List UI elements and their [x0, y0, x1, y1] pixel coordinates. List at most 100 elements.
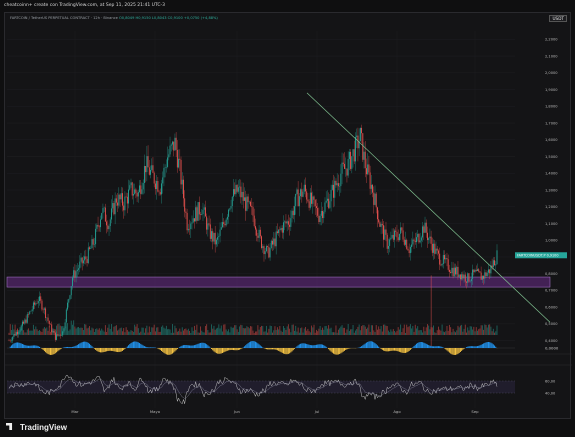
volume-bar: [336, 332, 338, 335]
volume-bar: [331, 332, 333, 335]
candle-body: [350, 151, 352, 169]
volume-bar: [378, 326, 380, 335]
price-tick-label: 1,7000: [545, 121, 558, 125]
candle-body: [257, 235, 259, 238]
volume-bar: [274, 326, 276, 335]
candle-body: [485, 272, 487, 277]
oscillator-bar: [222, 348, 223, 353]
oscillator-bar: [239, 348, 241, 350]
oscillator-bar: [290, 348, 292, 353]
oscillator-bar: [308, 344, 310, 348]
candle-body: [496, 250, 498, 265]
candle-body: [12, 337, 14, 341]
oscillator-bar: [315, 344, 317, 348]
oscillator-bar: [17, 342, 19, 348]
volume-bar: [408, 326, 410, 335]
volume-bar: [169, 329, 171, 335]
volume-bar: [78, 326, 79, 335]
oscillator-bar: [112, 348, 114, 352]
oscillator-bar: [73, 346, 75, 348]
rsi-tick-label: 60,00: [545, 379, 556, 383]
volume-bar: [436, 330, 438, 335]
volume-bar: [17, 329, 18, 335]
candle-body: [253, 215, 255, 227]
volume-bar: [234, 325, 236, 335]
oscillator-bar: [42, 348, 44, 350]
volume-bar: [362, 325, 364, 335]
volume-bar: [181, 327, 183, 335]
price-tick-label: 1,6000: [545, 138, 558, 142]
oscillator-bar: [182, 345, 184, 348]
volume-bar: [63, 330, 65, 335]
volume-bar: [75, 328, 77, 335]
candle-body: [151, 165, 153, 170]
volume-bar: [346, 329, 348, 335]
oscillator-bar: [328, 348, 330, 350]
volume-bar: [272, 332, 273, 335]
candle-body: [126, 196, 128, 204]
volume-bar: [279, 325, 281, 335]
oscillator-bar: [179, 346, 181, 348]
volume-bar: [469, 326, 471, 335]
candle-body: [113, 203, 115, 215]
volume-bar: [147, 332, 149, 335]
price-chart-svg[interactable]: 60,00 40,00 0,4000 0,5000 0,6000 0,7000 0,800…: [5, 13, 572, 420]
candle-body: [448, 269, 450, 272]
candle-body: [352, 149, 354, 157]
candle-body: [281, 227, 283, 233]
oscillator-bar: [150, 347, 152, 348]
candle-body: [37, 301, 39, 304]
volume-bar: [281, 331, 283, 335]
volume-bar: [159, 331, 161, 335]
oscillator-bar: [453, 348, 455, 355]
oscillator-bar: [474, 346, 476, 348]
candle-body: [78, 268, 79, 270]
tradingview-logo[interactable]: TradingView: [6, 423, 67, 432]
volume-bar: [478, 329, 480, 335]
volume-bar: [124, 332, 126, 335]
currency-unit-badge[interactable]: USDT: [549, 15, 567, 22]
volume-bar: [201, 330, 203, 335]
oscillator-bar: [135, 341, 137, 348]
candle-body: [87, 247, 89, 264]
volume-bar: [409, 324, 411, 335]
volume-bar: [398, 329, 400, 335]
oscillator-bar: [128, 345, 130, 348]
ohlc-values: O0,8049 H0,9150 L0,8043 C0,9100 +0,0750 …: [118, 16, 218, 20]
price-tick-label: 1,2000: [545, 205, 558, 209]
last-price-text: FARTCOINUSDT.P 0,9100: [517, 253, 559, 257]
oscillator-bar: [242, 347, 244, 348]
oscillator-bar: [481, 344, 483, 348]
oscillator-bar: [466, 347, 467, 348]
candle-body: [278, 229, 280, 234]
volume-bar: [397, 327, 399, 335]
volume-bar: [495, 331, 497, 335]
candle-body: [161, 183, 162, 195]
volume-bar: [392, 329, 394, 335]
candle-body: [63, 328, 65, 332]
oscillator-bar: [409, 348, 411, 350]
volume-bar: [93, 331, 95, 335]
candle-body: [417, 233, 419, 238]
oscillator-bar: [336, 348, 338, 355]
chart-frame[interactable]: FARTCOIN / TetherUS PERPETUAL CONTRACT ·…: [4, 12, 572, 420]
candle-body: [375, 193, 377, 208]
oscillator-bar: [411, 348, 413, 349]
volume-bar: [112, 331, 114, 335]
oscillator-bar: [476, 346, 478, 348]
volume-bar: [195, 329, 197, 335]
oscillator-bar: [280, 348, 282, 353]
volume-bar: [203, 332, 205, 335]
oscillator-bar: [37, 346, 39, 348]
candle-body: [261, 236, 262, 249]
oscillator-bar: [70, 347, 72, 348]
oscillator-bar: [400, 348, 402, 353]
volume-bar: [423, 326, 425, 335]
snapshot-header: cheatcoinn+ create con TradingView.com, …: [0, 0, 575, 12]
candle-body: [39, 296, 40, 302]
candle-body: [451, 267, 453, 273]
volume-bar: [204, 326, 206, 335]
volume-bar: [407, 327, 409, 335]
candle-body: [403, 239, 405, 245]
oscillator-bar: [48, 348, 50, 355]
